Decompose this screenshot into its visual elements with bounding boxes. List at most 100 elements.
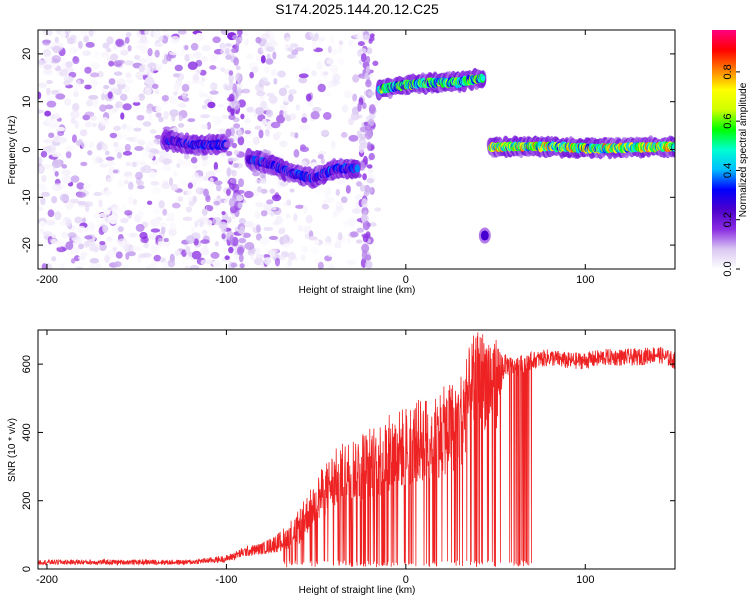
spectrogram-noise-cell xyxy=(155,64,163,69)
spectrogram-noise-cell xyxy=(84,84,92,90)
spectrogram-noise-cell xyxy=(290,131,296,138)
spectrogram-noise-cell xyxy=(203,188,209,197)
spectrogram-noise-cell xyxy=(169,214,174,219)
spectrogram-track xyxy=(244,147,361,190)
snr-x-ticks: -200 -100 0 100 xyxy=(36,330,594,586)
spectrogram-noise-cell xyxy=(150,181,160,186)
snr-x-tick-label: -100 xyxy=(215,574,237,586)
spectrogram-noise-cell xyxy=(368,152,375,161)
spectrogram-noise-cell xyxy=(151,83,159,90)
spectrogram-noise-cell xyxy=(100,117,110,126)
spectrogram-noise-cell xyxy=(102,225,108,233)
spectrogram-noise-cell xyxy=(317,261,324,269)
spectrogram-noise-cell xyxy=(305,93,312,102)
snr-x-tick-label: 0 xyxy=(403,574,409,586)
spectrogram-noise-cell xyxy=(335,206,344,212)
spectrogram-noise-cell xyxy=(282,237,288,245)
spectrogram-noise-cell xyxy=(112,169,119,174)
spectrogram-noise-cell xyxy=(230,107,235,116)
snr-y-tick-label: 600 xyxy=(21,355,33,373)
spectrogram-noise-cell xyxy=(85,41,95,48)
spectrogram-noise-cell xyxy=(255,254,265,259)
spectrogram-noise-cell xyxy=(257,186,262,193)
spectrogram-noise-cell xyxy=(105,47,112,53)
spectrogram-noise-cell xyxy=(373,100,379,107)
spectrogram-noise-cell xyxy=(58,136,68,144)
spectrogram-noise-cell xyxy=(67,232,77,238)
spectrogram-noise-cell xyxy=(243,190,254,199)
spectrogram-noise-cell xyxy=(342,220,349,228)
spectrogram-noise-cell xyxy=(61,164,68,169)
spectrogram-noise-cell xyxy=(212,217,222,226)
spectrogram-noise-cell xyxy=(348,134,359,142)
spectrogram-noise-cell xyxy=(144,146,150,152)
spectrogram-noise-cell xyxy=(95,156,103,163)
spectrogram-noise-cell xyxy=(115,100,123,108)
spectrogram-noise-cell xyxy=(335,188,340,196)
spectrogram-noise-cell xyxy=(80,161,88,167)
spectrogram-noise-cell xyxy=(363,210,368,215)
snr-x-tick-label: -200 xyxy=(36,574,58,586)
spectrogram-noise-cell xyxy=(364,72,369,80)
spectrogram-noise-cell xyxy=(277,70,286,78)
spectrogram-noise-cell xyxy=(357,181,362,187)
spectrogram-noise-cell xyxy=(65,144,75,151)
spectrogram-noise-cell xyxy=(74,120,80,129)
spectrogram-noise-cell xyxy=(90,72,100,78)
spectrogram-noise-cell xyxy=(254,125,262,130)
spectrogram-noise-cell xyxy=(199,69,207,76)
colorbar-tick-label: 0.8 xyxy=(722,64,734,79)
spectrogram-noise-cell xyxy=(192,73,200,83)
spectrogram-noise-cell xyxy=(135,171,143,180)
spectrogram-noise-cell xyxy=(43,68,53,75)
spectrogram-noise-cell xyxy=(170,183,179,191)
spectrogram-noise-cell xyxy=(109,217,118,225)
spectrogram-noise-cell xyxy=(226,150,233,156)
spectrogram-noise-cell xyxy=(151,159,159,166)
snr-x-tick-label: 100 xyxy=(576,574,594,586)
spectrogram-noise-cell xyxy=(124,143,131,152)
spectrogram-noise-cell xyxy=(282,110,288,119)
spectrogram-noise-cell xyxy=(305,214,313,224)
spectrogram-noise-cell xyxy=(65,201,74,210)
spectrogram-noise-cell xyxy=(210,82,218,91)
spectrogram-noise-cell xyxy=(124,209,133,216)
spectrogram-noise-cell xyxy=(338,40,344,46)
spectrogram-noise-cell xyxy=(221,211,226,216)
spectrogram-noise-cell xyxy=(230,262,238,268)
spectrogram-noise-cell xyxy=(50,238,58,245)
spectrogram-noise-cell xyxy=(317,150,327,156)
spectrogram-noise-cell xyxy=(132,101,141,106)
spectrogram-noise-cell xyxy=(117,226,124,232)
spectrogram-noise-cell xyxy=(256,90,266,97)
spectrogram-noise-cell xyxy=(90,115,97,121)
spectrogram-noise-cell xyxy=(331,48,338,56)
spectrogram-noise-cell xyxy=(207,101,216,109)
spectrogram-noise-cell xyxy=(127,196,133,205)
spectrogram-noise-cell xyxy=(249,71,254,79)
spectrogram-noise-cell xyxy=(368,104,376,114)
spectrogram-noise-cell xyxy=(343,90,353,99)
spectrogram-noise-cell xyxy=(153,30,161,40)
spectrogram-noise-cell xyxy=(205,195,211,203)
spectrogram-noise-cell xyxy=(261,118,267,126)
spectrogram-noise-cell xyxy=(252,136,260,145)
spectrogram-noise-cell xyxy=(227,105,232,112)
spectrogram-noise-cell xyxy=(138,253,148,259)
spectrogram-noise-cell xyxy=(265,58,274,65)
spectrogram-noise-cell xyxy=(133,95,140,103)
spectrogram-noise-cell xyxy=(110,53,119,61)
snr-y-axis-label: SNR (10 * v/v) xyxy=(7,418,18,482)
spectrogram-noise-cell xyxy=(139,231,148,240)
spectrogram-noise-cell xyxy=(217,103,225,108)
spectrogram-noise-cell xyxy=(359,48,367,53)
spectrogram-noise-cell xyxy=(300,254,306,262)
snr-frame xyxy=(37,329,676,570)
spectrogram-noise-cell xyxy=(329,35,335,45)
spectrogram-noise-cell xyxy=(260,210,268,217)
spectrogram-noise-cell xyxy=(314,239,320,246)
spectrogram-noise-cell xyxy=(366,177,375,184)
spectrogram-noise-cell xyxy=(182,158,192,168)
spectrogram-noise-cell xyxy=(38,165,44,173)
spectrogram-noise-cell xyxy=(266,199,274,205)
